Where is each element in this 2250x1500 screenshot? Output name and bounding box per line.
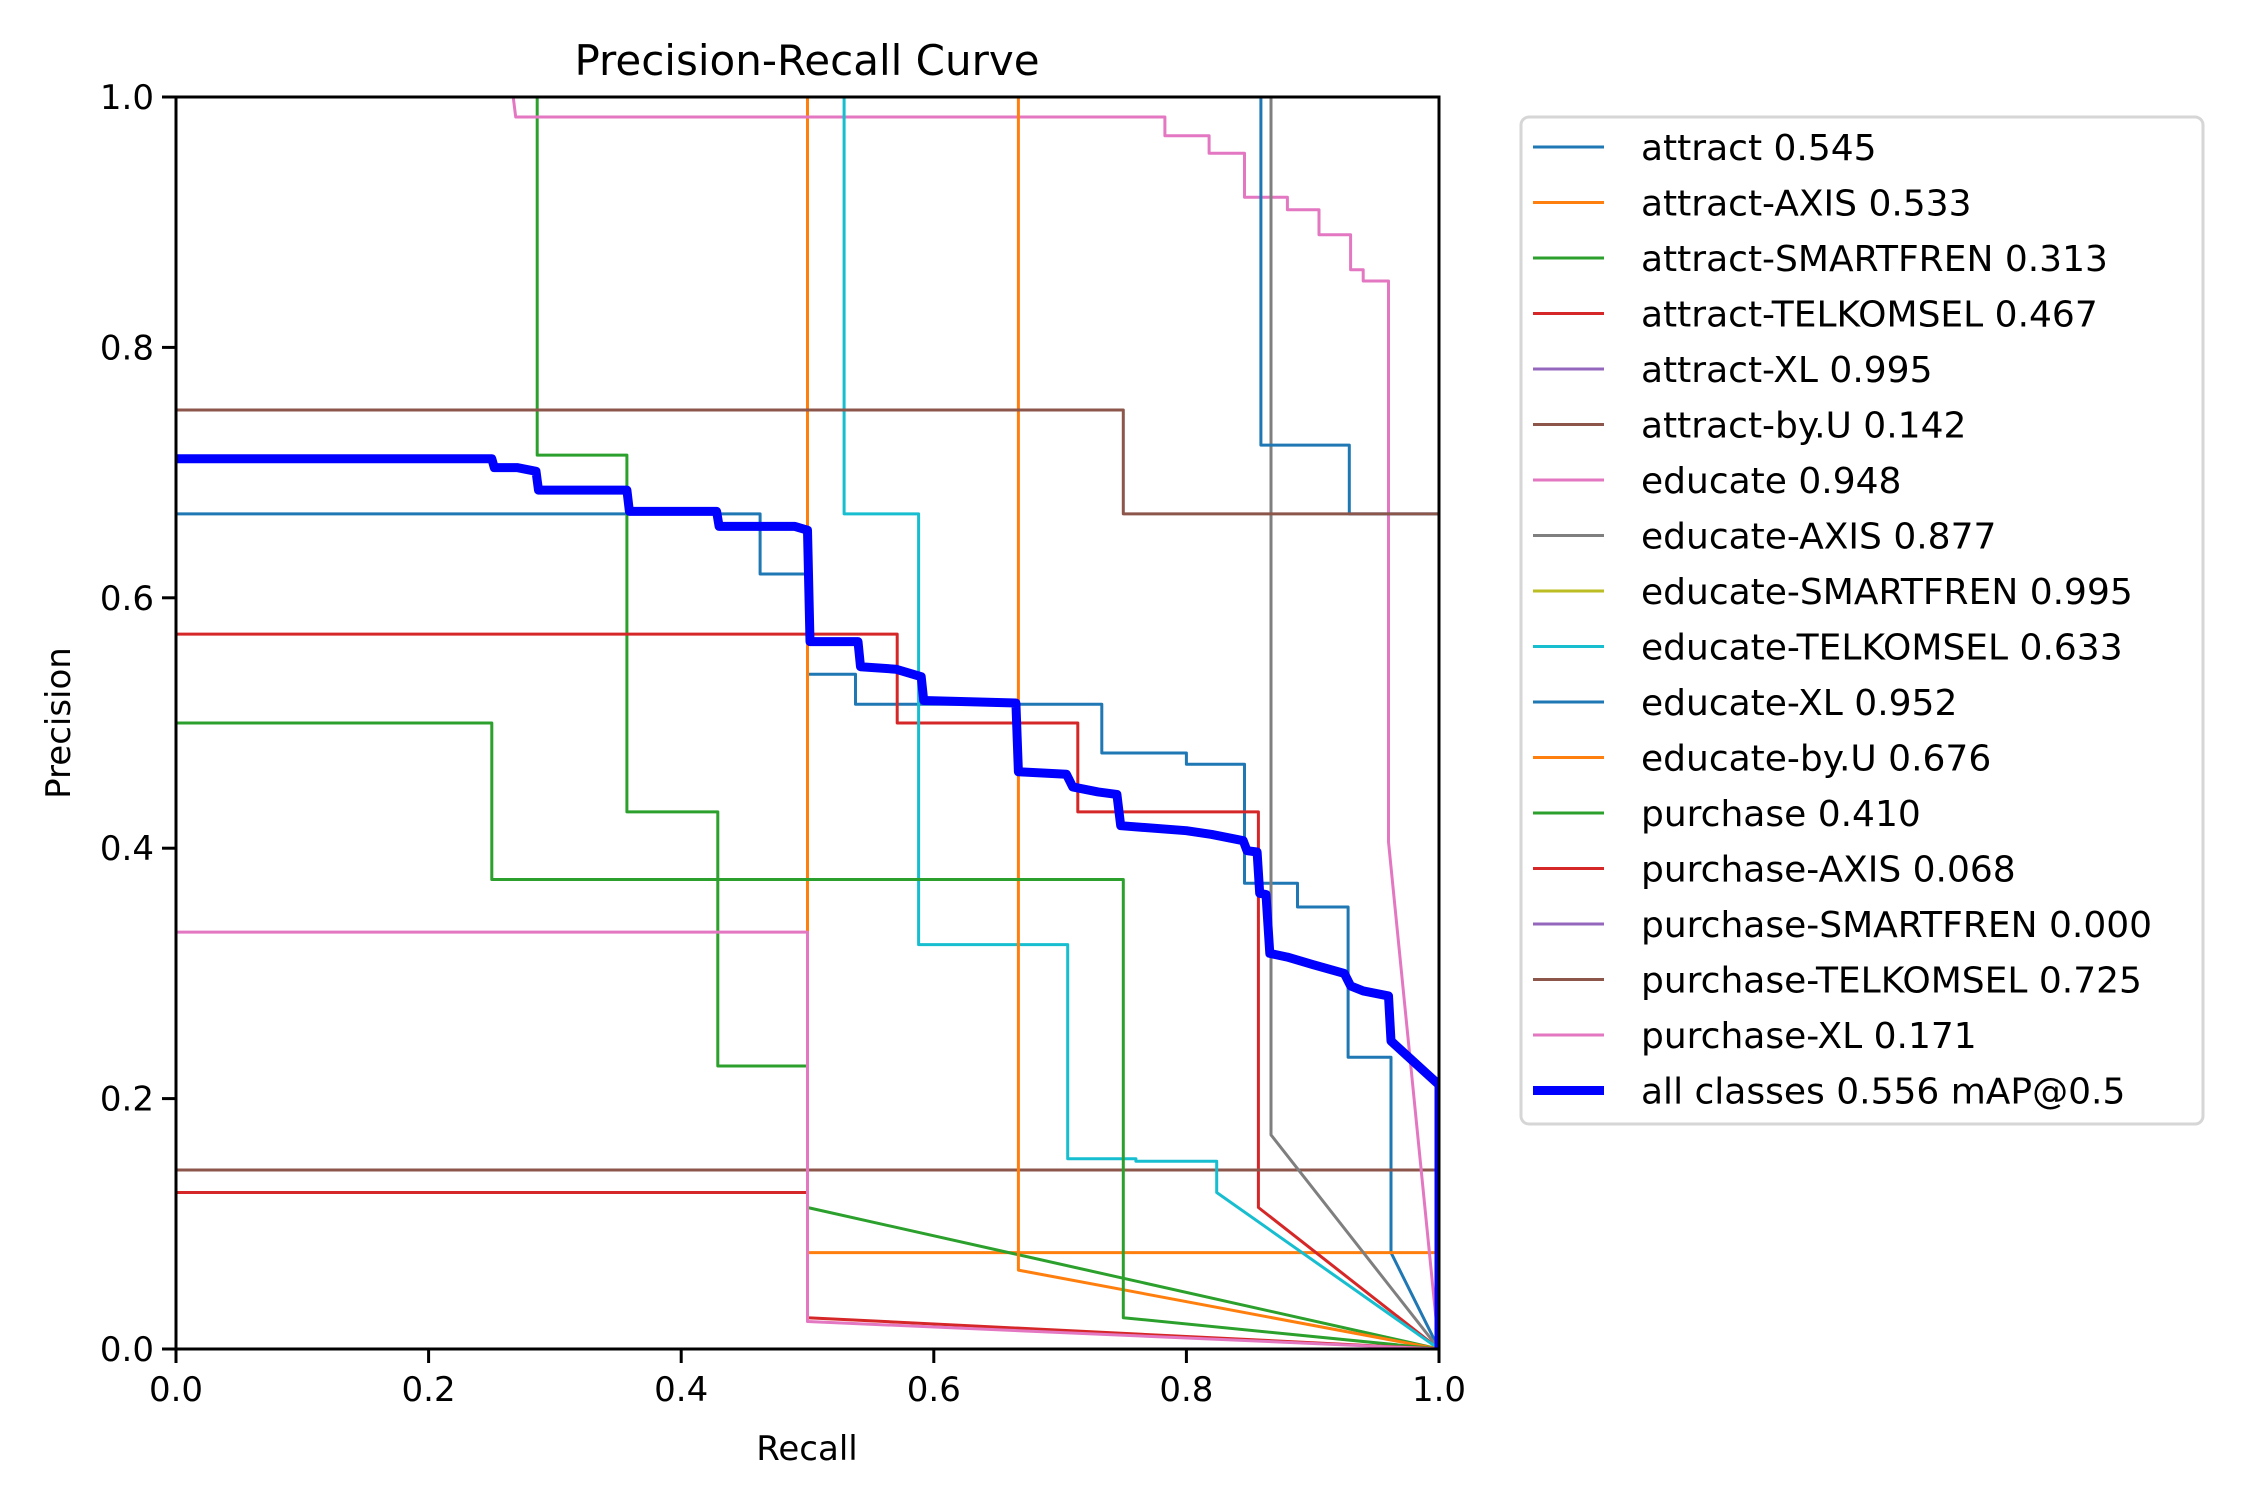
legend-item: attract-AXIS 0.533 (1533, 184, 1972, 225)
legend-item: attract 0.545 (1533, 128, 1877, 169)
legend-item: educate-by.U 0.676 (1533, 739, 1991, 780)
x-tick-label: 0.8 (1159, 1370, 1213, 1410)
series-line-purchase (176, 721, 1439, 1349)
legend-item: purchase-XL 0.171 (1533, 1016, 1977, 1057)
legend-item: educate-SMARTFREN 0.995 (1533, 572, 2133, 613)
legend-item: attract-by.U 0.142 (1533, 406, 1966, 447)
legend-label: educate-XL 0.952 (1641, 683, 1957, 724)
legend-label: purchase-XL 0.171 (1641, 1016, 1977, 1057)
legend-label: attract 0.545 (1641, 128, 1877, 169)
series-line-educate-xl (1259, 97, 1439, 1349)
legend-label: purchase-TELKOMSEL 0.725 (1641, 961, 2142, 1002)
legend-label: educate 0.948 (1641, 461, 1901, 502)
y-tick-label: 0.4 (100, 829, 154, 869)
legend-label: attract-AXIS 0.533 (1641, 184, 1972, 225)
legend-label: purchase-SMARTFREN 0.000 (1641, 905, 2152, 946)
series-line-purchase-telkomsel (176, 408, 1439, 1349)
chart-title: Precision-Recall Curve (574, 36, 1039, 85)
x-axis-label: Recall (756, 1429, 857, 1469)
legend-item: purchase-AXIS 0.068 (1533, 850, 2016, 891)
x-tick-label: 0.0 (149, 1370, 203, 1410)
legend-label: attract-XL 0.995 (1641, 350, 1932, 391)
legend-label: educate-TELKOMSEL 0.633 (1641, 628, 2123, 669)
series-line-purchase-xl (176, 930, 1439, 1349)
y-tick-label: 0.2 (100, 1080, 154, 1120)
legend-item: educate 0.948 (1533, 461, 1901, 502)
series-line-educate-telkomsel (842, 97, 1439, 1349)
y-tick-label: 0.8 (100, 328, 154, 368)
series-line-educate-axis (1269, 97, 1439, 1349)
legend-item: all classes 0.556 mAP@0.5 (1533, 1072, 2125, 1113)
legend-item: educate-XL 0.952 (1533, 683, 1957, 724)
legend-label: purchase-AXIS 0.068 (1641, 850, 2016, 891)
legend-item: purchase-SMARTFREN 0.000 (1533, 905, 2152, 946)
x-axis: 0.0 0.2 0.4 0.6 0.8 1.0 (149, 1349, 1466, 1410)
y-tick-label: 0.6 (100, 579, 154, 619)
legend-label: educate-AXIS 0.877 (1641, 517, 1996, 558)
y-axis-label: Precision (39, 647, 79, 799)
legend-frame (1519, 115, 2205, 1126)
series-line-attract-by-u (176, 1168, 1439, 1349)
legend-label: educate-by.U 0.676 (1641, 739, 1991, 780)
plot-frame (174, 95, 1441, 1351)
series-layer (176, 97, 1439, 1349)
legend-item: attract-XL 0.995 (1533, 350, 1932, 391)
legend-item: educate-TELKOMSEL 0.633 (1533, 628, 2123, 669)
legend-label: educate-SMARTFREN 0.995 (1641, 572, 2133, 613)
legend-item: purchase 0.410 (1533, 794, 1921, 835)
legend-label: all classes 0.556 mAP@0.5 (1641, 1072, 2125, 1113)
legend-label: attract-TELKOMSEL 0.467 (1641, 295, 2098, 336)
legend-label: attract-by.U 0.142 (1641, 406, 1966, 447)
x-tick-label: 0.2 (402, 1370, 456, 1410)
x-tick-label: 0.4 (654, 1370, 708, 1410)
legend-item: purchase-TELKOMSEL 0.725 (1533, 961, 2142, 1002)
x-tick-label: 1.0 (1412, 1370, 1466, 1410)
series-line-educate-by-u (1016, 97, 1439, 1349)
series-line-all-classes (176, 454, 1439, 1349)
y-tick-label: 1.0 (100, 78, 154, 118)
y-tick-label: 0.0 (100, 1330, 154, 1370)
legend-item: attract-SMARTFREN 0.313 (1533, 239, 2108, 280)
legend-item: attract-TELKOMSEL 0.467 (1533, 295, 2098, 336)
legend-label: attract-SMARTFREN 0.313 (1641, 239, 2108, 280)
series-line-attract-telkomsel (176, 632, 1439, 1349)
series-line-educate (511, 97, 1439, 1349)
legend-item: educate-AXIS 0.877 (1533, 517, 1996, 558)
legend-label: purchase 0.410 (1641, 794, 1921, 835)
y-axis: 0.0 0.2 0.4 0.6 0.8 1.0 (100, 78, 176, 1370)
legend: attract 0.545 attract-AXIS 0.533 attract-S… (1519, 115, 2205, 1126)
x-tick-label: 0.6 (907, 1370, 961, 1410)
